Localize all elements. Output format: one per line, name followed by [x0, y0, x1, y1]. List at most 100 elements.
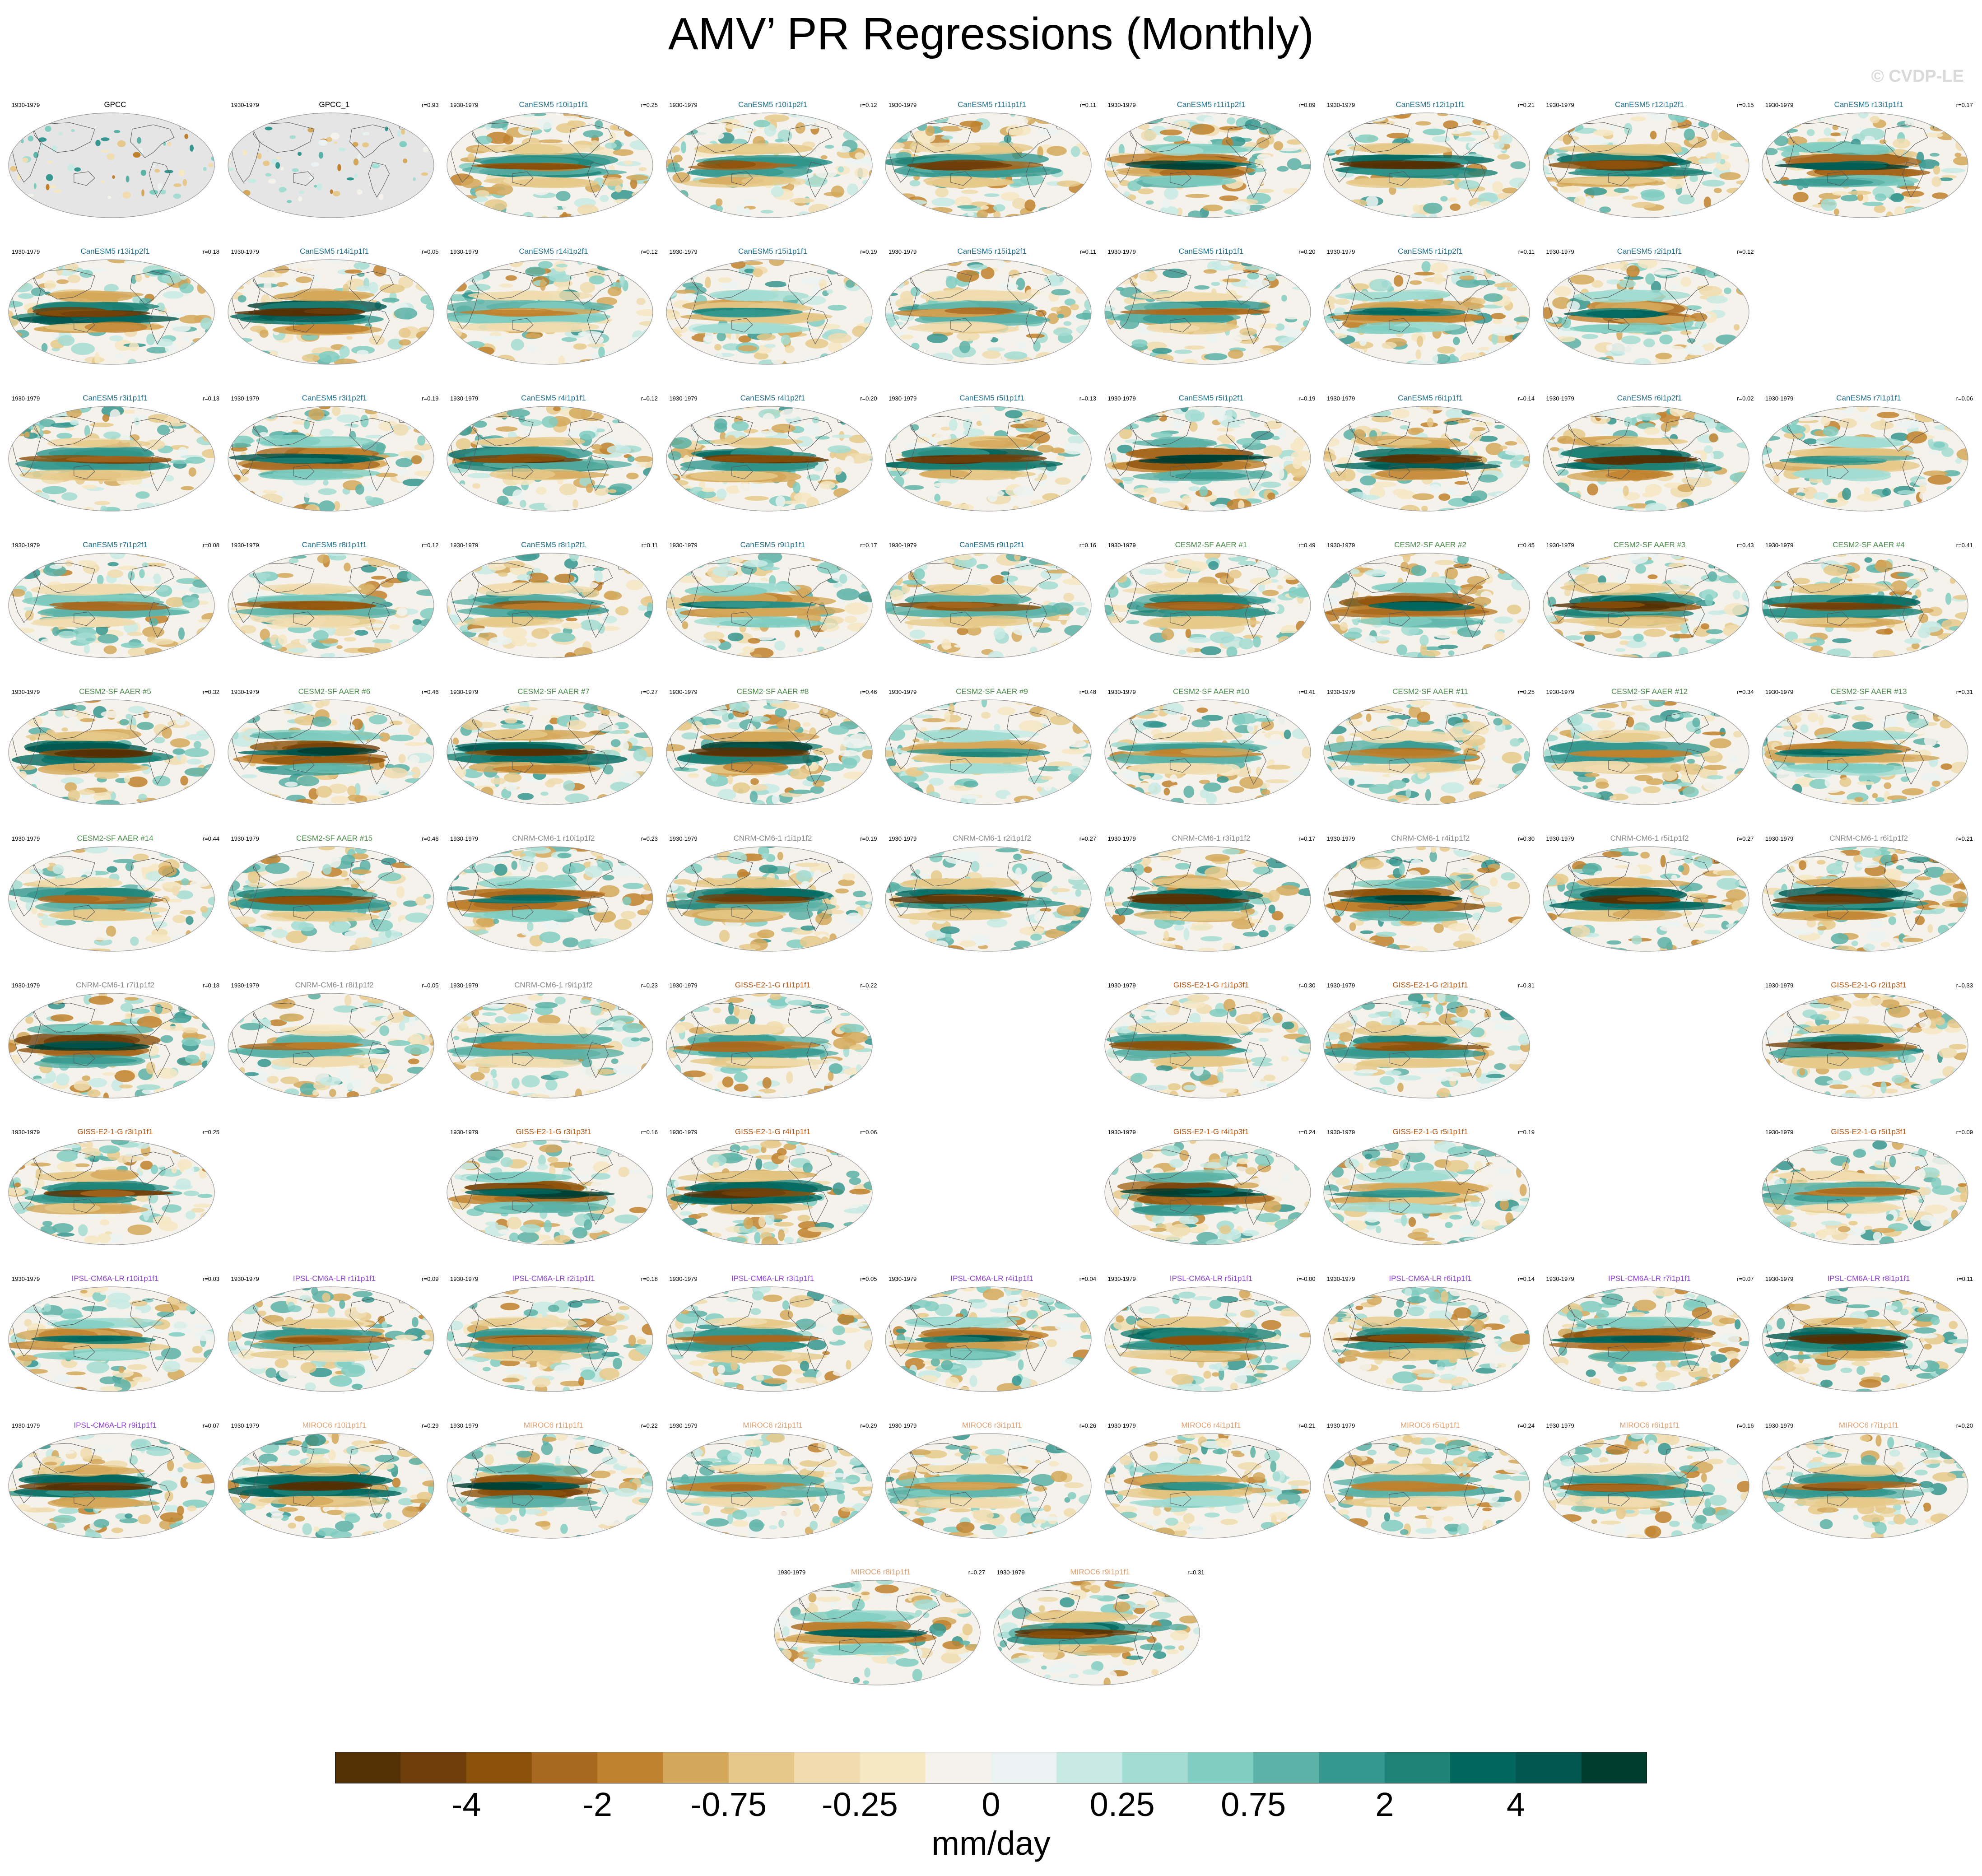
panel-correlation: r=0.31 — [1956, 689, 1973, 695]
colorbar-tick-label: 0.25 — [1089, 1786, 1155, 1823]
panel-title: CNRM-CM6-1 r10i1p1f2 — [512, 834, 595, 843]
panel-correlation: r=0.13 — [1079, 395, 1096, 402]
panel-title: CESM2-SF AAER #4 — [1833, 540, 1905, 549]
panel-correlation: r=0.12 — [860, 102, 877, 108]
panel-title: IPSL-CM6A-LR r10i1p1f1 — [71, 1274, 159, 1283]
map-panel: 1930-1979 MIROC6 r5i1p1f1 r=0.24 — [1322, 1421, 1538, 1573]
panel-title: CanESM5 r6i1p2f1 — [1617, 394, 1682, 402]
regression-map — [447, 553, 653, 658]
colorbar-swatch — [860, 1752, 926, 1783]
panel-title: CanESM5 r13i1p1f1 — [1834, 100, 1903, 109]
regression-map — [1323, 846, 1530, 952]
panel-period: 1930-1979 — [231, 102, 259, 108]
regression-map — [885, 259, 1092, 365]
panel-correlation: r=0.24 — [1298, 1129, 1316, 1136]
panel-title: GISS-E2-1-G r1i1p1f1 — [735, 981, 811, 989]
regression-map — [1104, 1433, 1311, 1539]
regression-map — [1762, 1433, 1968, 1539]
regression-map — [1542, 1433, 1749, 1539]
map-panel: 1930-1979 CanESM5 r4i1p1f1 r=0.12 — [446, 394, 661, 545]
panel-title: CESM2-SF AAER #8 — [736, 687, 809, 696]
panel-correlation: r=0.21 — [1517, 102, 1535, 108]
panel-period: 1930-1979 — [1546, 835, 1574, 842]
map-panel: 1930-1979 CanESM5 r7i1p1f1 r=0.06 — [1761, 394, 1977, 545]
map-panel: 1930-1979 MIROC6 r7i1p1f1 r=0.20 — [1761, 1421, 1977, 1573]
regression-map — [447, 1140, 653, 1245]
panel-period: 1930-1979 — [450, 1129, 479, 1136]
regression-map — [665, 699, 873, 805]
panel-title: CanESM5 r8i1p2f1 — [521, 540, 586, 549]
panel-period: 1930-1979 — [889, 1275, 917, 1282]
panel-title: CanESM5 r5i1p1f1 — [959, 394, 1024, 402]
regression-map — [8, 553, 215, 658]
regression-map — [885, 1286, 1092, 1392]
panel-title: CanESM5 r4i1p1f1 — [521, 394, 586, 402]
panel-title: CanESM5 r11i1p2f1 — [1177, 100, 1246, 109]
regression-map — [665, 846, 873, 952]
map-panel: 1930-1979 CanESM5 r11i1p2f1 r=0.09 — [1103, 100, 1319, 252]
regression-map — [665, 993, 873, 1099]
panel-title: CESM2-SF AAER #5 — [79, 687, 151, 696]
colorbar-tick-label: 0.75 — [1221, 1786, 1286, 1823]
regression-map — [1542, 846, 1749, 952]
colorbar-swatch — [1450, 1752, 1516, 1783]
map-panel: 1930-1979 CanESM5 r13i1p1f1 r=0.17 — [1761, 100, 1977, 252]
map-panel: 1930-1979 IPSL-CM6A-LR r2i1p1f1 r=0.18 — [446, 1274, 661, 1426]
regression-map — [1323, 1433, 1530, 1539]
colorbar-tick-label: -2 — [582, 1786, 613, 1823]
panel-correlation: r=0.18 — [641, 1275, 658, 1282]
panel-correlation: r=0.17 — [860, 542, 877, 549]
panel-title: MIROC6 r2i1p1f1 — [743, 1421, 803, 1429]
map-panel: 1930-1979 CanESM5 r3i1p2f1 r=0.19 — [227, 394, 442, 545]
panel-correlation: r=0.07 — [1737, 1275, 1754, 1282]
panel-correlation: r=0.02 — [1737, 395, 1754, 402]
panel-correlation: r=0.17 — [1956, 102, 1973, 108]
panel-period: 1930-1979 — [1327, 982, 1355, 989]
colorbar-swatch — [466, 1752, 532, 1783]
map-panel: 1930-1979 CESM2-SF AAER #3 r=0.43 — [1542, 540, 1758, 692]
panel-correlation: r=0.16 — [641, 1129, 658, 1136]
panel-period: 1930-1979 — [231, 1422, 259, 1429]
map-panel: 1930-1979 CNRM-CM6-1 r10i1p1f2 r=0.23 — [446, 834, 661, 986]
regression-map — [1104, 112, 1311, 218]
regression-map — [227, 553, 434, 658]
colorbar-swatch — [597, 1752, 663, 1783]
panel-period: 1930-1979 — [777, 1569, 806, 1576]
panel-period: 1930-1979 — [1327, 542, 1355, 549]
colorbar-tick-label: 4 — [1506, 1786, 1525, 1823]
panel-period: 1930-1979 — [1546, 102, 1574, 108]
panel-correlation: r=0.27 — [968, 1569, 985, 1576]
panel-title: MIROC6 r9i1p1f1 — [1070, 1568, 1130, 1576]
panel-correlation: r=0.29 — [860, 1422, 877, 1429]
panel-title: CanESM5 r2i1p1f1 — [1617, 247, 1682, 256]
colorbar-swatch — [1056, 1752, 1123, 1783]
map-panel: 1930-1979 GISS-E2-1-G r5i1p1f1 r=0.19 — [1322, 1127, 1538, 1279]
regression-map — [885, 406, 1092, 512]
panel-title: CanESM5 r13i1p2f1 — [80, 247, 150, 256]
panel-title: CanESM5 r10i1p1f1 — [519, 100, 588, 109]
regression-map — [8, 1433, 215, 1539]
regression-map — [1104, 259, 1311, 365]
map-panel: 1930-1979 MIROC6 r8i1p1f1 r=0.27 — [773, 1568, 989, 1719]
panel-correlation: r=0.03 — [202, 1275, 219, 1282]
panel-correlation: r=0.31 — [1187, 1569, 1205, 1576]
map-panel: 1930-1979 CanESM5 r2i1p1f1 r=0.12 — [1542, 247, 1758, 399]
regression-map — [665, 553, 873, 658]
panel-correlation: r=0.15 — [1737, 102, 1754, 108]
panel-period: 1930-1979 — [450, 982, 479, 989]
map-panel: 1930-1979 GISS-E2-1-G r5i1p3f1 r=0.09 — [1761, 1127, 1977, 1279]
panel-period: 1930-1979 — [1546, 689, 1574, 695]
panel-correlation: r=0.22 — [860, 982, 877, 989]
panel-period: 1930-1979 — [1327, 1275, 1355, 1282]
panel-period: 1930-1979 — [1107, 1275, 1136, 1282]
panel-correlation: r=0.25 — [1517, 689, 1535, 695]
map-panel: 1930-1979 CESM2-SF AAER #1 r=0.49 — [1103, 540, 1319, 692]
panel-correlation: r=0.30 — [1298, 982, 1316, 989]
regression-map — [885, 1433, 1092, 1539]
panel-period: 1930-1979 — [669, 982, 698, 989]
panel-period: 1930-1979 — [889, 395, 917, 402]
regression-map — [1104, 406, 1311, 512]
colorbar-swatch — [925, 1752, 991, 1783]
map-panel: 1930-1979 GISS-E2-1-G r1i1p1f1 r=0.22 — [665, 981, 881, 1132]
colorbar-swatch — [728, 1752, 795, 1783]
